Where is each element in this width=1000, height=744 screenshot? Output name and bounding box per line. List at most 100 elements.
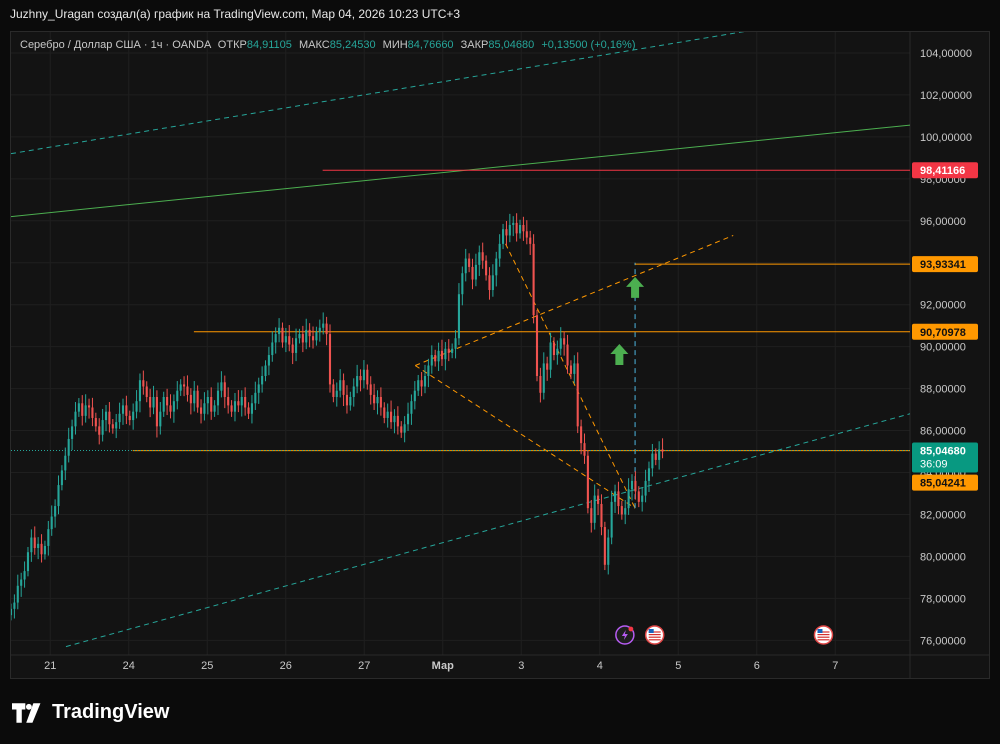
candle-body: [440, 350, 444, 360]
candle-body: [247, 407, 250, 414]
candle-body: [461, 273, 464, 295]
candle-body: [210, 396, 213, 412]
candle-body: [383, 407, 386, 418]
candle-body: [94, 417, 97, 427]
candle-body: [406, 413, 410, 425]
candle-body: [417, 380, 420, 391]
candle-body: [50, 516, 53, 530]
candle-body: [274, 334, 277, 343]
candle-body: [400, 426, 403, 433]
candle-body: [590, 508, 593, 523]
trend-line: [11, 32, 745, 155]
candle-body: [186, 386, 189, 395]
up-arrow-icon: [626, 276, 645, 298]
symbol-legend: Серебро / Доллар США · 1ч · OANDA ОТКР84…: [20, 39, 636, 51]
trend-line: [505, 243, 636, 509]
candle-body: [502, 229, 505, 244]
flag-canton: [648, 629, 654, 633]
candle-body: [37, 543, 40, 549]
candle-body: [54, 506, 57, 517]
candle-body: [288, 336, 291, 345]
candle-body: [661, 449, 664, 452]
candle-body: [454, 338, 457, 349]
flag-canton: [817, 629, 823, 633]
candle-body: [356, 376, 359, 387]
x-tick-label: 3: [518, 660, 524, 672]
y-tick-label: 92,00000: [920, 300, 966, 312]
x-tick-label: 26: [280, 660, 292, 672]
candle-body: [617, 491, 620, 507]
candle-body: [98, 426, 101, 435]
candle-body: [423, 376, 427, 387]
candle-body: [362, 369, 365, 381]
chart-frame[interactable]: [10, 31, 990, 679]
candle-body: [301, 334, 304, 343]
candle-body: [552, 342, 556, 356]
y-tick-label: 96,00000: [920, 216, 966, 228]
candle-body: [125, 405, 128, 416]
candle-body: [464, 258, 467, 274]
candle-body: [87, 405, 91, 408]
candle-body: [569, 365, 572, 374]
candle-body: [142, 380, 145, 387]
candle-body: [261, 376, 264, 385]
x-tick-label: 21: [44, 660, 56, 672]
candle-body: [30, 537, 33, 553]
candle-body: [271, 342, 274, 356]
candle-body: [396, 415, 399, 427]
candle-body: [223, 382, 226, 397]
x-tick-label: 6: [754, 660, 760, 672]
candle-body: [447, 348, 450, 353]
candle-body: [196, 390, 199, 408]
x-tick-label: 5: [675, 660, 681, 672]
candle-body: [264, 365, 267, 377]
trend-line: [415, 365, 636, 509]
candle-body: [101, 420, 104, 435]
plot-area[interactable]: [10, 3, 918, 648]
candle-body: [308, 329, 311, 337]
candle-body: [108, 411, 111, 425]
candle-body: [525, 231, 528, 238]
candle-body: [566, 344, 569, 366]
candle-body: [583, 443, 586, 456]
y-tick-label: 80,00000: [920, 551, 966, 563]
candle-body: [573, 363, 576, 374]
candle-body: [576, 363, 579, 427]
candle-body: [284, 336, 287, 343]
close-value: 85,04680: [488, 39, 535, 51]
symbol-name[interactable]: Серебро / Доллар США · 1ч · OANDA: [20, 39, 211, 51]
change-value: +0,13500 (+0,16%): [541, 39, 636, 51]
candle-body: [325, 323, 328, 335]
candle-body: [176, 390, 179, 402]
tradingview-brand[interactable]: TradingView: [12, 701, 169, 724]
candle-body: [630, 480, 634, 490]
candle-body: [199, 407, 203, 414]
candle-body: [281, 327, 284, 343]
candle-body: [474, 264, 477, 280]
candle-body: [322, 323, 325, 328]
candle-body: [84, 405, 87, 416]
chart-caption: Juzhny_Uragan создал(а) график на Tradin…: [10, 7, 461, 21]
candle-body: [149, 396, 152, 408]
close-label: ЗАКР: [460, 39, 489, 51]
candle-body: [254, 392, 257, 404]
candle-body: [159, 411, 162, 427]
candle-body: [559, 338, 562, 349]
candle-body: [135, 401, 138, 412]
y-tick-label: 100,00000: [920, 132, 972, 144]
candle-body: [518, 224, 522, 234]
candle-body: [603, 527, 606, 565]
candle-body: [451, 348, 454, 353]
countdown-label: 36:09: [920, 459, 948, 471]
price-label-text: 93,93341: [920, 259, 966, 271]
candle-body: [444, 348, 447, 360]
candle-body: [227, 396, 230, 406]
candle-body: [295, 338, 298, 353]
x-tick-label: Мар: [432, 660, 454, 672]
candle-body: [71, 426, 74, 439]
candle-body: [342, 380, 345, 395]
candle-body: [33, 537, 36, 549]
y-tick-label: 76,00000: [920, 635, 966, 647]
y-tick-label: 102,00000: [920, 90, 972, 102]
